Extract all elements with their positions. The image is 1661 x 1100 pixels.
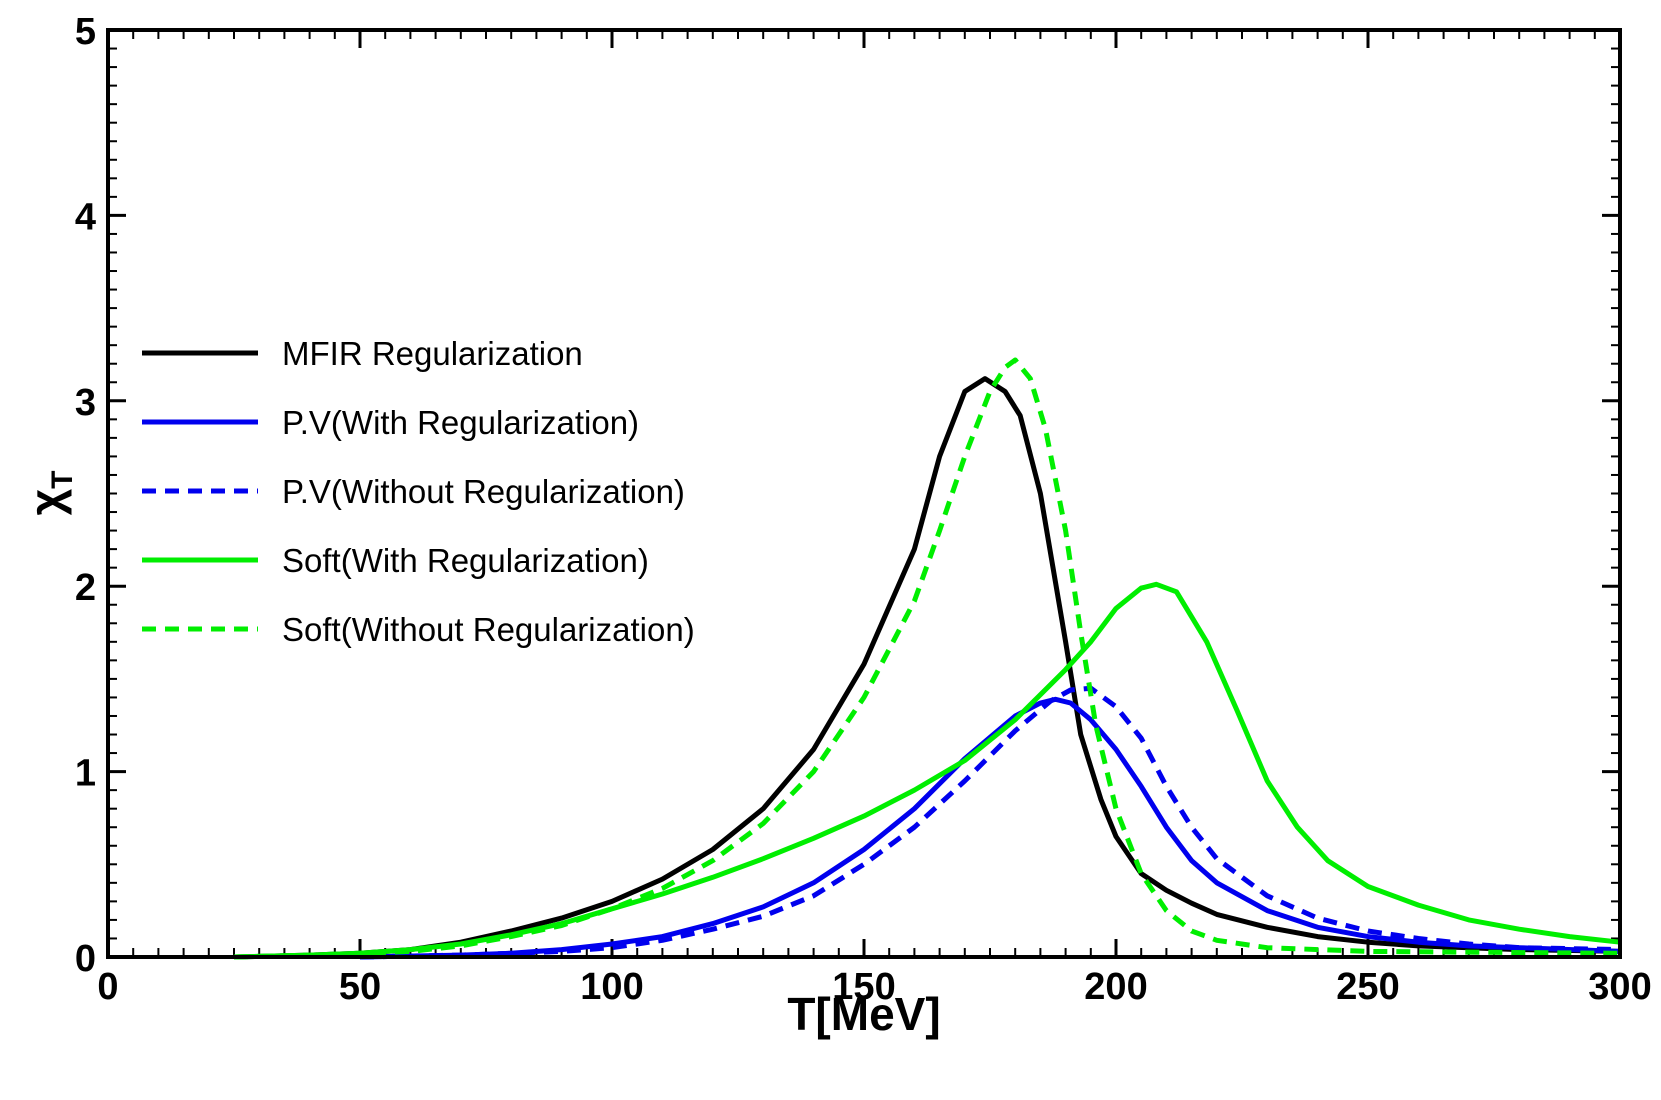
x-tick-label: 150 (832, 966, 895, 1008)
x-tick-labels: 0 50 100 150 200 250 300 (97, 966, 1651, 1008)
legend-label: Soft(Without Regularization) (282, 611, 695, 648)
x-tick-label: 100 (580, 966, 643, 1008)
x-tick-label: 0 (97, 966, 118, 1008)
series-line (233, 357, 1621, 960)
series-line (359, 696, 1621, 960)
legend-label: P.V(Without Regularization) (282, 473, 685, 510)
y-tick-label: 3 (75, 382, 96, 424)
y-tick-label: 2 (75, 567, 96, 609)
y-axis-title: χT (20, 471, 79, 516)
y-tick-label: 0 (75, 938, 96, 980)
y-tick-label: 4 (75, 196, 96, 238)
series-lines (233, 357, 1621, 960)
series-line (359, 685, 1621, 960)
y-tick-label: 1 (75, 753, 96, 795)
series-line (233, 581, 1621, 960)
legend-label: Soft(With Regularization) (282, 542, 649, 579)
y-axis-title-subscript: T (46, 471, 79, 489)
x-tick-label: 200 (1084, 966, 1147, 1008)
x-tick-label: 50 (339, 966, 381, 1008)
legend: MFIR Regularization P.V(With Regularizati… (142, 335, 695, 648)
y-tick-label: 5 (75, 11, 96, 53)
x-tick-label: 300 (1588, 966, 1651, 1008)
legend-label: P.V(With Regularization) (282, 404, 639, 441)
y-axis-title-main: χ (20, 488, 72, 515)
y-tick-labels: 0 1 2 3 4 5 (75, 11, 96, 980)
plot-frame (106, 28, 1622, 959)
x-axis-title: T[MeV] (787, 988, 940, 1040)
x-tick-label: 250 (1336, 966, 1399, 1008)
series-line (233, 376, 1621, 960)
legend-label: MFIR Regularization (282, 335, 583, 372)
